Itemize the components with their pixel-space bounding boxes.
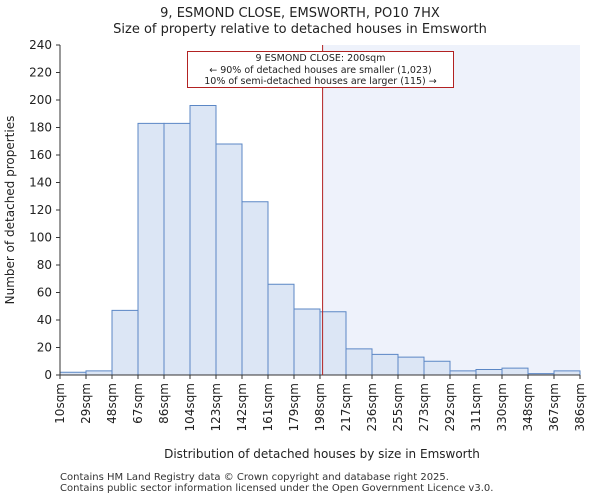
histogram-bar bbox=[137, 122, 165, 376]
histogram-bar bbox=[475, 369, 503, 376]
y-tick-label: 0 bbox=[44, 368, 52, 382]
x-tick-label: 311sqm bbox=[469, 383, 483, 431]
x-tick-label: 48sqm bbox=[105, 383, 119, 424]
y-tick-label: 200 bbox=[29, 93, 52, 107]
x-tick-label: 161sqm bbox=[261, 383, 275, 431]
x-tick-label: 386sqm bbox=[573, 383, 587, 431]
histogram-bar bbox=[189, 105, 217, 376]
histogram-bar bbox=[397, 356, 425, 376]
y-tick-label: 60 bbox=[37, 286, 52, 300]
histogram-bar bbox=[241, 201, 269, 376]
x-tick-label: 67sqm bbox=[131, 383, 145, 424]
x-tick-label: 179sqm bbox=[287, 383, 301, 431]
footer-licence: Contains public sector information licen… bbox=[60, 483, 494, 494]
histogram-bar bbox=[163, 122, 191, 376]
x-axis-label: Distribution of detached houses by size … bbox=[164, 447, 480, 461]
histogram-bar bbox=[501, 367, 529, 376]
x-tick-label: 255sqm bbox=[391, 383, 405, 431]
annotation-line-1: 9 ESMOND CLOSE: 200sqm bbox=[255, 53, 386, 64]
x-tick-label: 10sqm bbox=[53, 383, 67, 424]
x-tick-label: 236sqm bbox=[365, 383, 379, 431]
x-tick-label: 29sqm bbox=[79, 383, 93, 424]
x-tick-label: 292sqm bbox=[443, 383, 457, 431]
histogram-bar bbox=[293, 308, 321, 376]
y-tick-label: 180 bbox=[29, 121, 52, 135]
property-annotation: 9 ESMOND CLOSE: 200sqm ← 90% of detached… bbox=[187, 51, 454, 88]
y-axis-label: Number of detached properties bbox=[3, 116, 17, 305]
histogram-bar bbox=[85, 370, 113, 376]
histogram-bar bbox=[319, 311, 347, 376]
x-tick-label: 367sqm bbox=[547, 383, 561, 431]
x-tick-label: 198sqm bbox=[313, 383, 327, 431]
annotation-line-3: 10% of semi-detached houses are larger (… bbox=[204, 76, 437, 87]
x-tick-label: 330sqm bbox=[495, 383, 509, 431]
histogram-bar bbox=[345, 348, 373, 376]
y-tick-label: 20 bbox=[37, 341, 52, 355]
y-tick-label: 140 bbox=[29, 176, 52, 190]
histogram-bar bbox=[371, 353, 399, 376]
x-tick-label: 273sqm bbox=[417, 383, 431, 431]
histogram-bar bbox=[111, 309, 139, 376]
footer-copyright: Contains HM Land Registry data © Crown c… bbox=[60, 472, 449, 483]
chart-title: 9, ESMOND CLOSE, EMSWORTH, PO10 7HX bbox=[160, 6, 440, 21]
histogram-bar bbox=[267, 283, 295, 376]
y-tick-label: 160 bbox=[29, 148, 52, 162]
highlight-region bbox=[322, 45, 580, 375]
histogram-bar bbox=[215, 143, 243, 376]
y-tick-label: 40 bbox=[37, 313, 52, 327]
y-tick-label: 120 bbox=[29, 203, 52, 217]
x-tick-label: 123sqm bbox=[209, 383, 223, 431]
x-tick-label: 142sqm bbox=[235, 383, 249, 431]
x-tick-label: 86sqm bbox=[157, 383, 171, 424]
y-tick-label: 220 bbox=[29, 66, 52, 80]
y-tick-label: 80 bbox=[37, 258, 52, 272]
histogram-bar bbox=[423, 360, 451, 376]
chart-subtitle: Size of property relative to detached ho… bbox=[113, 22, 487, 37]
y-tick-label: 240 bbox=[29, 38, 52, 52]
x-tick-label: 348sqm bbox=[521, 383, 535, 431]
x-tick-label: 217sqm bbox=[339, 383, 353, 431]
histogram-bar bbox=[553, 370, 581, 376]
x-tick-label: 104sqm bbox=[183, 383, 197, 431]
y-tick-label: 100 bbox=[29, 231, 52, 245]
histogram-bar bbox=[449, 370, 477, 376]
annotation-line-2: ← 90% of detached houses are smaller (1,… bbox=[209, 64, 432, 76]
